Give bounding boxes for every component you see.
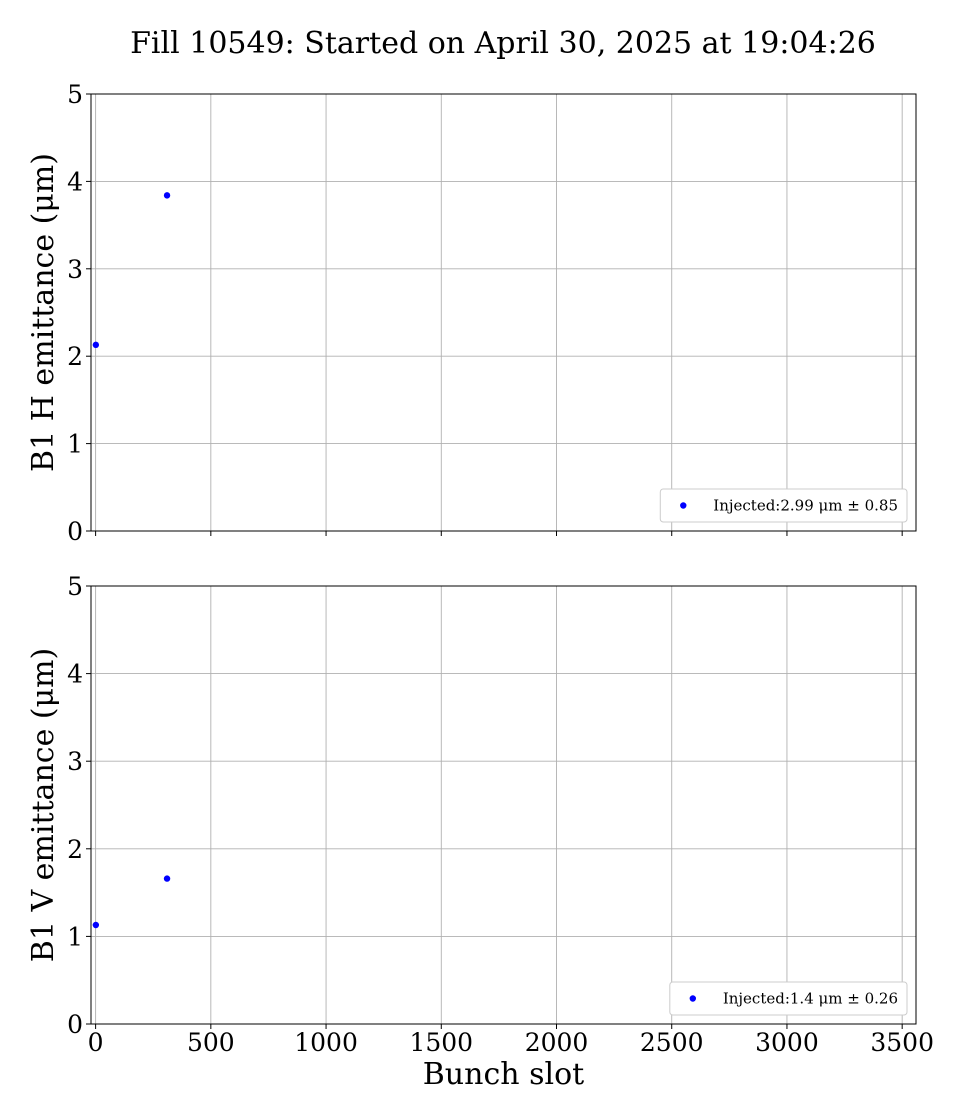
data-point bbox=[163, 875, 171, 882]
x-tick-label: 2000 bbox=[525, 1028, 589, 1057]
plot-frame bbox=[90, 93, 917, 532]
data-point bbox=[92, 341, 100, 349]
y-tick-label: 0 bbox=[67, 517, 83, 546]
y-tick-label: 4 bbox=[67, 660, 83, 689]
x-tick-label: 1500 bbox=[409, 1028, 473, 1057]
legend-label: Injected:1.4 μm ± 0.26 bbox=[723, 990, 898, 1008]
y-tick-label: 2 bbox=[67, 342, 83, 371]
y-tick-label: 1 bbox=[67, 430, 83, 459]
x-tick-label: 3500 bbox=[870, 1028, 934, 1057]
x-tick-label: 3000 bbox=[755, 1028, 819, 1057]
data-point bbox=[163, 192, 171, 199]
panel-b1-v: 0 500 1000 1500 2000 2500 3000 3500 0 1 2 3 4 5 B1 V e… bbox=[26, 572, 934, 1092]
legend-box bbox=[669, 981, 908, 1016]
y-tick-label: 1 bbox=[67, 922, 83, 951]
y-tick-label: 2 bbox=[67, 835, 83, 864]
legend-marker bbox=[680, 502, 687, 509]
legend-box bbox=[659, 488, 908, 523]
y-axis-label: B1 H emittance (μm) bbox=[26, 153, 61, 472]
figure-title: Fill 10549: Started on April 30, 2025 at… bbox=[130, 26, 876, 61]
x-tick-label: 2500 bbox=[640, 1028, 704, 1057]
y-tick-label: 0 bbox=[67, 1010, 83, 1039]
legend-label: Injected:2.99 μm ± 0.85 bbox=[713, 497, 898, 515]
y-tick-label: 5 bbox=[67, 80, 83, 109]
x-tick-label: 0 bbox=[88, 1028, 104, 1057]
data-point bbox=[92, 921, 100, 929]
legend-marker bbox=[689, 995, 697, 1002]
y-axis-label: B1 V emittance (μm) bbox=[26, 648, 61, 962]
x-tick-label: 500 bbox=[187, 1028, 235, 1057]
y-tick-label: 5 bbox=[67, 572, 83, 601]
x-axis-label: Bunch slot bbox=[423, 1057, 584, 1092]
y-tick-label: 3 bbox=[67, 747, 83, 776]
y-tick-label: 4 bbox=[67, 167, 83, 196]
panel-b1-h: 0 1 2 3 4 5 B1 H emittance (μm) Injected:2.99 μ… bbox=[26, 80, 917, 546]
x-tick-label: 1000 bbox=[294, 1028, 358, 1057]
plot-frame bbox=[90, 585, 917, 1025]
y-tick-label: 3 bbox=[67, 255, 83, 284]
